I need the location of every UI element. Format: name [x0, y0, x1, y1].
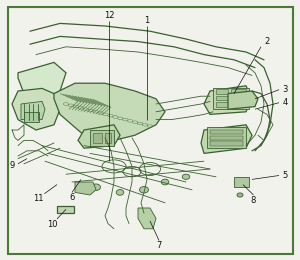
Text: 11: 11 [33, 194, 44, 203]
Text: 10: 10 [47, 220, 57, 229]
Polygon shape [12, 88, 60, 130]
Bar [210, 136, 243, 140]
Ellipse shape [92, 184, 100, 190]
Ellipse shape [161, 179, 169, 185]
Ellipse shape [140, 187, 148, 193]
Bar [210, 141, 243, 146]
Bar [231, 89, 246, 94]
Polygon shape [201, 125, 252, 153]
Bar [231, 102, 246, 107]
Bar [234, 177, 249, 187]
Bar [216, 96, 228, 100]
Text: 4: 4 [282, 98, 288, 107]
Bar [216, 89, 228, 94]
Bar [231, 96, 246, 100]
Bar [93, 133, 102, 143]
Text: 2: 2 [264, 37, 270, 46]
Text: 7: 7 [156, 241, 162, 250]
Polygon shape [21, 101, 45, 120]
Text: 9: 9 [9, 161, 15, 170]
Text: 8: 8 [251, 196, 256, 205]
Text: 3: 3 [282, 85, 288, 94]
Text: 1: 1 [144, 16, 150, 25]
Ellipse shape [237, 193, 243, 197]
Text: 6: 6 [69, 193, 75, 202]
Polygon shape [18, 62, 66, 99]
Ellipse shape [116, 190, 124, 195]
Bar [210, 130, 243, 134]
Polygon shape [204, 86, 252, 114]
Bar [207, 127, 246, 148]
Bar [57, 206, 74, 213]
Bar [90, 130, 114, 146]
Polygon shape [78, 125, 120, 148]
Polygon shape [228, 91, 258, 109]
Polygon shape [138, 208, 156, 229]
Polygon shape [54, 83, 165, 140]
Polygon shape [24, 112, 39, 122]
Bar [105, 133, 111, 143]
Polygon shape [75, 182, 96, 195]
Bar [213, 88, 249, 109]
Ellipse shape [182, 174, 190, 179]
Bar [216, 102, 228, 107]
Text: 12: 12 [104, 11, 114, 20]
Text: 5: 5 [282, 171, 288, 180]
